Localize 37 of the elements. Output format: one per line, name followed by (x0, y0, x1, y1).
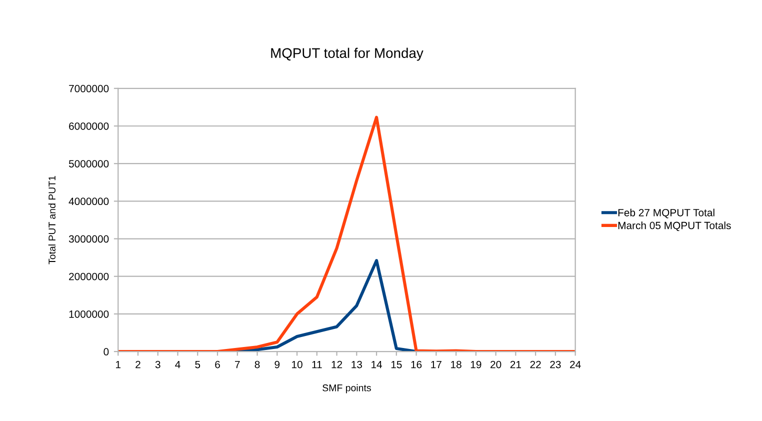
x-tick-label: 13 (352, 360, 362, 368)
x-tick-label: 1 (116, 360, 120, 368)
legend-label: March 05 MQPUT Totals (618, 222, 731, 232)
x-tick-label: 23 (550, 360, 561, 368)
chart-title: MQPUT total for Monday (271, 48, 424, 61)
x-tick-label: 15 (391, 360, 402, 368)
x-tick-label: 3 (155, 360, 160, 368)
y-axis-title: Total PUT and PUT1 (48, 176, 56, 264)
x-tick-label: 7 (235, 360, 240, 368)
x-tick-label: 21 (510, 360, 521, 368)
x-tick-label: 19 (470, 360, 482, 368)
y-tick-label: 6000000 (69, 122, 109, 130)
x-tick-label: 12 (332, 360, 342, 368)
y-tick-label: 1000000 (69, 310, 109, 318)
x-tick-label: 10 (292, 360, 302, 368)
x-tick-label: 18 (451, 360, 462, 368)
x-tick-label: 6 (215, 360, 220, 368)
x-tick-label: 17 (431, 360, 442, 368)
y-tick-label: 5000000 (68, 160, 109, 168)
x-tick-label: 20 (490, 360, 502, 368)
x-tick-label: 11 (312, 360, 322, 368)
x-tick-label: 9 (274, 360, 280, 368)
y-tick-label: 2000000 (69, 272, 109, 280)
x-tick-label: 16 (411, 360, 422, 368)
x-tick-label: 8 (254, 360, 260, 368)
x-tick-label: 4 (175, 360, 180, 368)
x-tick-label: 14 (372, 360, 382, 368)
y-tick-label: 4000000 (68, 198, 109, 206)
x-tick-label: 2 (136, 360, 140, 368)
legend-label: Feb 27 MQPUT Total (618, 208, 714, 218)
x-tick-label: 22 (530, 360, 541, 368)
y-tick-label: 0 (104, 348, 109, 356)
x-tick-label: 24 (570, 360, 581, 368)
y-tick-label: 3000000 (68, 235, 109, 243)
x-axis-title: SMF points (322, 384, 371, 394)
x-tick-label: 5 (195, 360, 200, 368)
y-tick-label: 7000000 (69, 84, 109, 92)
